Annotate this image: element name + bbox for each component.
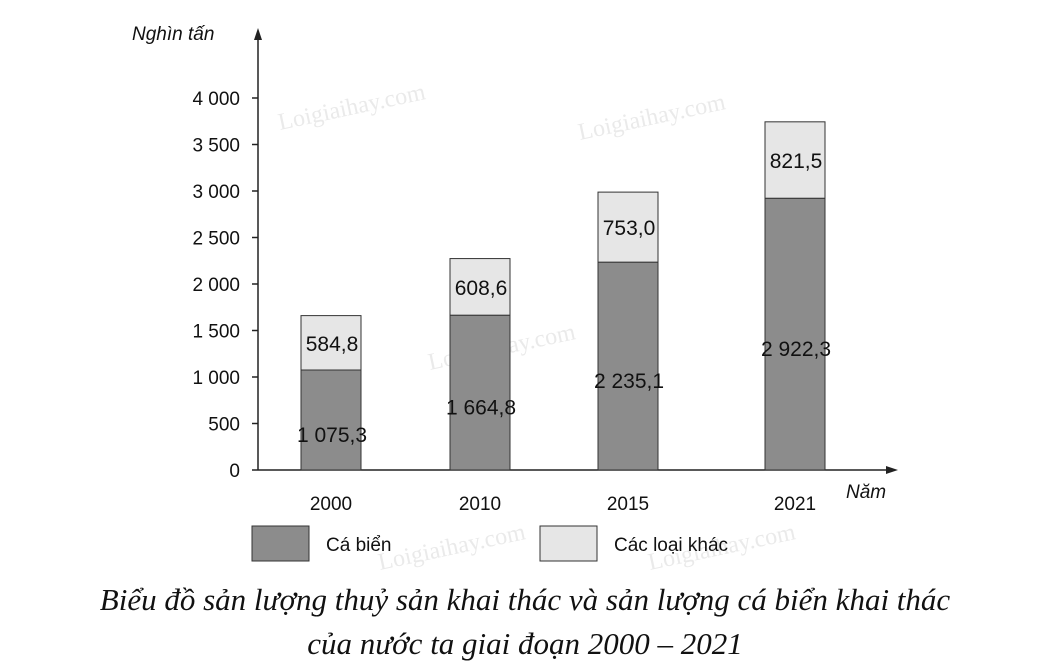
bar-cac-loai-khac-2015 xyxy=(597,191,659,263)
bar-ca-bien-2021 xyxy=(764,197,826,471)
legend: Cá biển Các loại khác xyxy=(251,525,728,562)
x-axis-title: Năm xyxy=(846,482,886,503)
caption-line-1: Biểu đồ sản lượng thuỷ sản khai thác và … xyxy=(99,582,951,617)
y-axis-title: Nghìn tấn xyxy=(132,24,214,45)
x-tick-label: 2000 xyxy=(310,494,352,515)
bars: 1 075,3 584,8 1 664,8 608,6 2 235,1 753,0 2 92… xyxy=(297,121,831,471)
watermark-text: Loigiaihay.com xyxy=(276,79,428,136)
bar-ca-bien-2015 xyxy=(597,261,659,471)
y-tick-label: 2 500 xyxy=(192,229,240,250)
bar-cac-loai-khac-2000 xyxy=(300,315,362,371)
bar-cac-loai-khac-2010 xyxy=(449,258,511,316)
bar-ca-bien-2000 xyxy=(300,369,362,471)
x-tick-label: 2010 xyxy=(459,494,501,515)
stacked-bar-chart: Loigiaihay.com Loigiaihay.com Loigiaihay.c… xyxy=(132,24,898,576)
legend-swatch-cac-loai-khac xyxy=(539,525,598,562)
y-tick-label: 0 xyxy=(229,461,240,482)
y-tick-label: 3 000 xyxy=(192,182,240,203)
y-ticks: 0 500 1 000 1 500 2 000 2 500 3 000 3 500 4 000 xyxy=(192,89,258,482)
legend-label-cac-loai-khac: Các loại khác xyxy=(614,535,728,556)
watermark-text: Loigiaihay.com xyxy=(376,519,528,576)
data-label-cac-loai-khac-2021: 821,5 xyxy=(770,150,823,173)
data-label-ca-bien-2021: 2 922,3 xyxy=(761,338,831,361)
y-tick-label: 1 000 xyxy=(192,368,240,389)
data-label-cac-loai-khac-2000: 584,8 xyxy=(306,333,359,356)
data-label-ca-bien-2000: 1 075,3 xyxy=(297,424,367,447)
data-label-ca-bien-2010: 1 664,8 xyxy=(446,397,516,420)
legend-swatch-ca-bien xyxy=(251,525,310,562)
y-tick-label: 1 500 xyxy=(192,322,240,343)
watermark-text: Loigiaihay.com xyxy=(576,89,728,146)
x-tick-label: 2021 xyxy=(774,494,816,515)
x-tick-labels: 2000 2010 2015 2021 xyxy=(310,494,816,515)
y-tick-label: 2 000 xyxy=(192,275,240,296)
bar-ca-bien-2010 xyxy=(449,314,511,471)
x-axis-arrow xyxy=(886,466,898,474)
y-axis-arrow xyxy=(254,28,262,40)
chart-caption: Biểu đồ sản lượng thuỷ sản khai thác và … xyxy=(0,578,1050,666)
data-label-cac-loai-khac-2010: 608,6 xyxy=(455,277,508,300)
bar-cac-loai-khac-2021 xyxy=(764,121,826,199)
data-label-cac-loai-khac-2015: 753,0 xyxy=(603,217,656,240)
x-tick-label: 2015 xyxy=(607,494,649,515)
y-tick-label: 4 000 xyxy=(192,89,240,110)
caption-line-2: của nước ta giai đoạn 2000 – 2021 xyxy=(307,626,743,661)
legend-label-ca-bien: Cá biển xyxy=(326,535,392,556)
data-label-ca-bien-2015: 2 235,1 xyxy=(594,370,664,393)
y-tick-label: 3 500 xyxy=(192,136,240,157)
y-tick-label: 500 xyxy=(208,415,240,436)
